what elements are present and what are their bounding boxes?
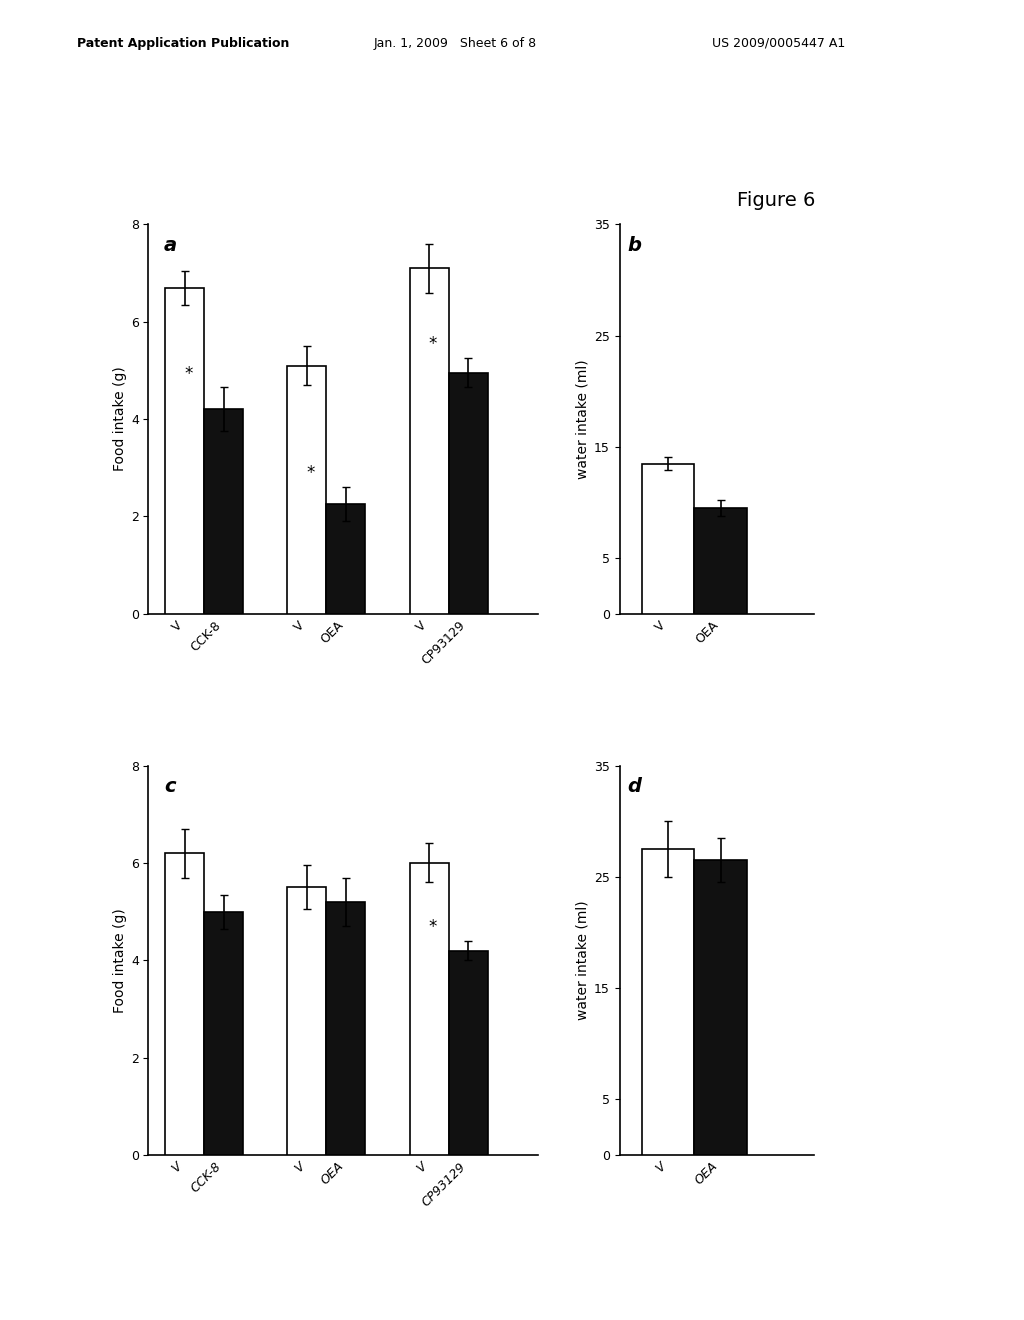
Text: Jan. 1, 2009   Sheet 6 of 8: Jan. 1, 2009 Sheet 6 of 8 <box>374 37 537 50</box>
Bar <box>449 372 487 614</box>
Bar <box>694 508 746 614</box>
Bar <box>327 902 366 1155</box>
Text: *: * <box>306 465 315 482</box>
Bar <box>204 409 243 614</box>
Bar <box>410 268 449 614</box>
Y-axis label: water intake (ml): water intake (ml) <box>575 359 590 479</box>
Text: Patent Application Publication: Patent Application Publication <box>77 37 289 50</box>
Text: *: * <box>429 335 437 354</box>
Bar <box>642 463 694 614</box>
Bar <box>410 863 449 1155</box>
Bar <box>165 288 204 614</box>
Bar <box>642 849 694 1155</box>
Bar <box>165 853 204 1155</box>
Text: *: * <box>184 364 193 383</box>
Text: d: d <box>628 777 641 796</box>
Text: c: c <box>164 777 175 796</box>
Text: a: a <box>164 236 177 255</box>
Bar <box>288 887 327 1155</box>
Text: Figure 6: Figure 6 <box>737 191 816 210</box>
Text: US 2009/0005447 A1: US 2009/0005447 A1 <box>712 37 845 50</box>
Text: *: * <box>429 917 437 936</box>
Bar <box>694 861 746 1155</box>
Bar <box>327 504 366 614</box>
Bar <box>449 950 487 1155</box>
Y-axis label: Food intake (g): Food intake (g) <box>113 908 127 1012</box>
Y-axis label: Food intake (g): Food intake (g) <box>113 367 127 471</box>
Text: b: b <box>628 236 641 255</box>
Bar <box>288 366 327 614</box>
Bar <box>204 912 243 1155</box>
Y-axis label: water intake (ml): water intake (ml) <box>575 900 590 1020</box>
